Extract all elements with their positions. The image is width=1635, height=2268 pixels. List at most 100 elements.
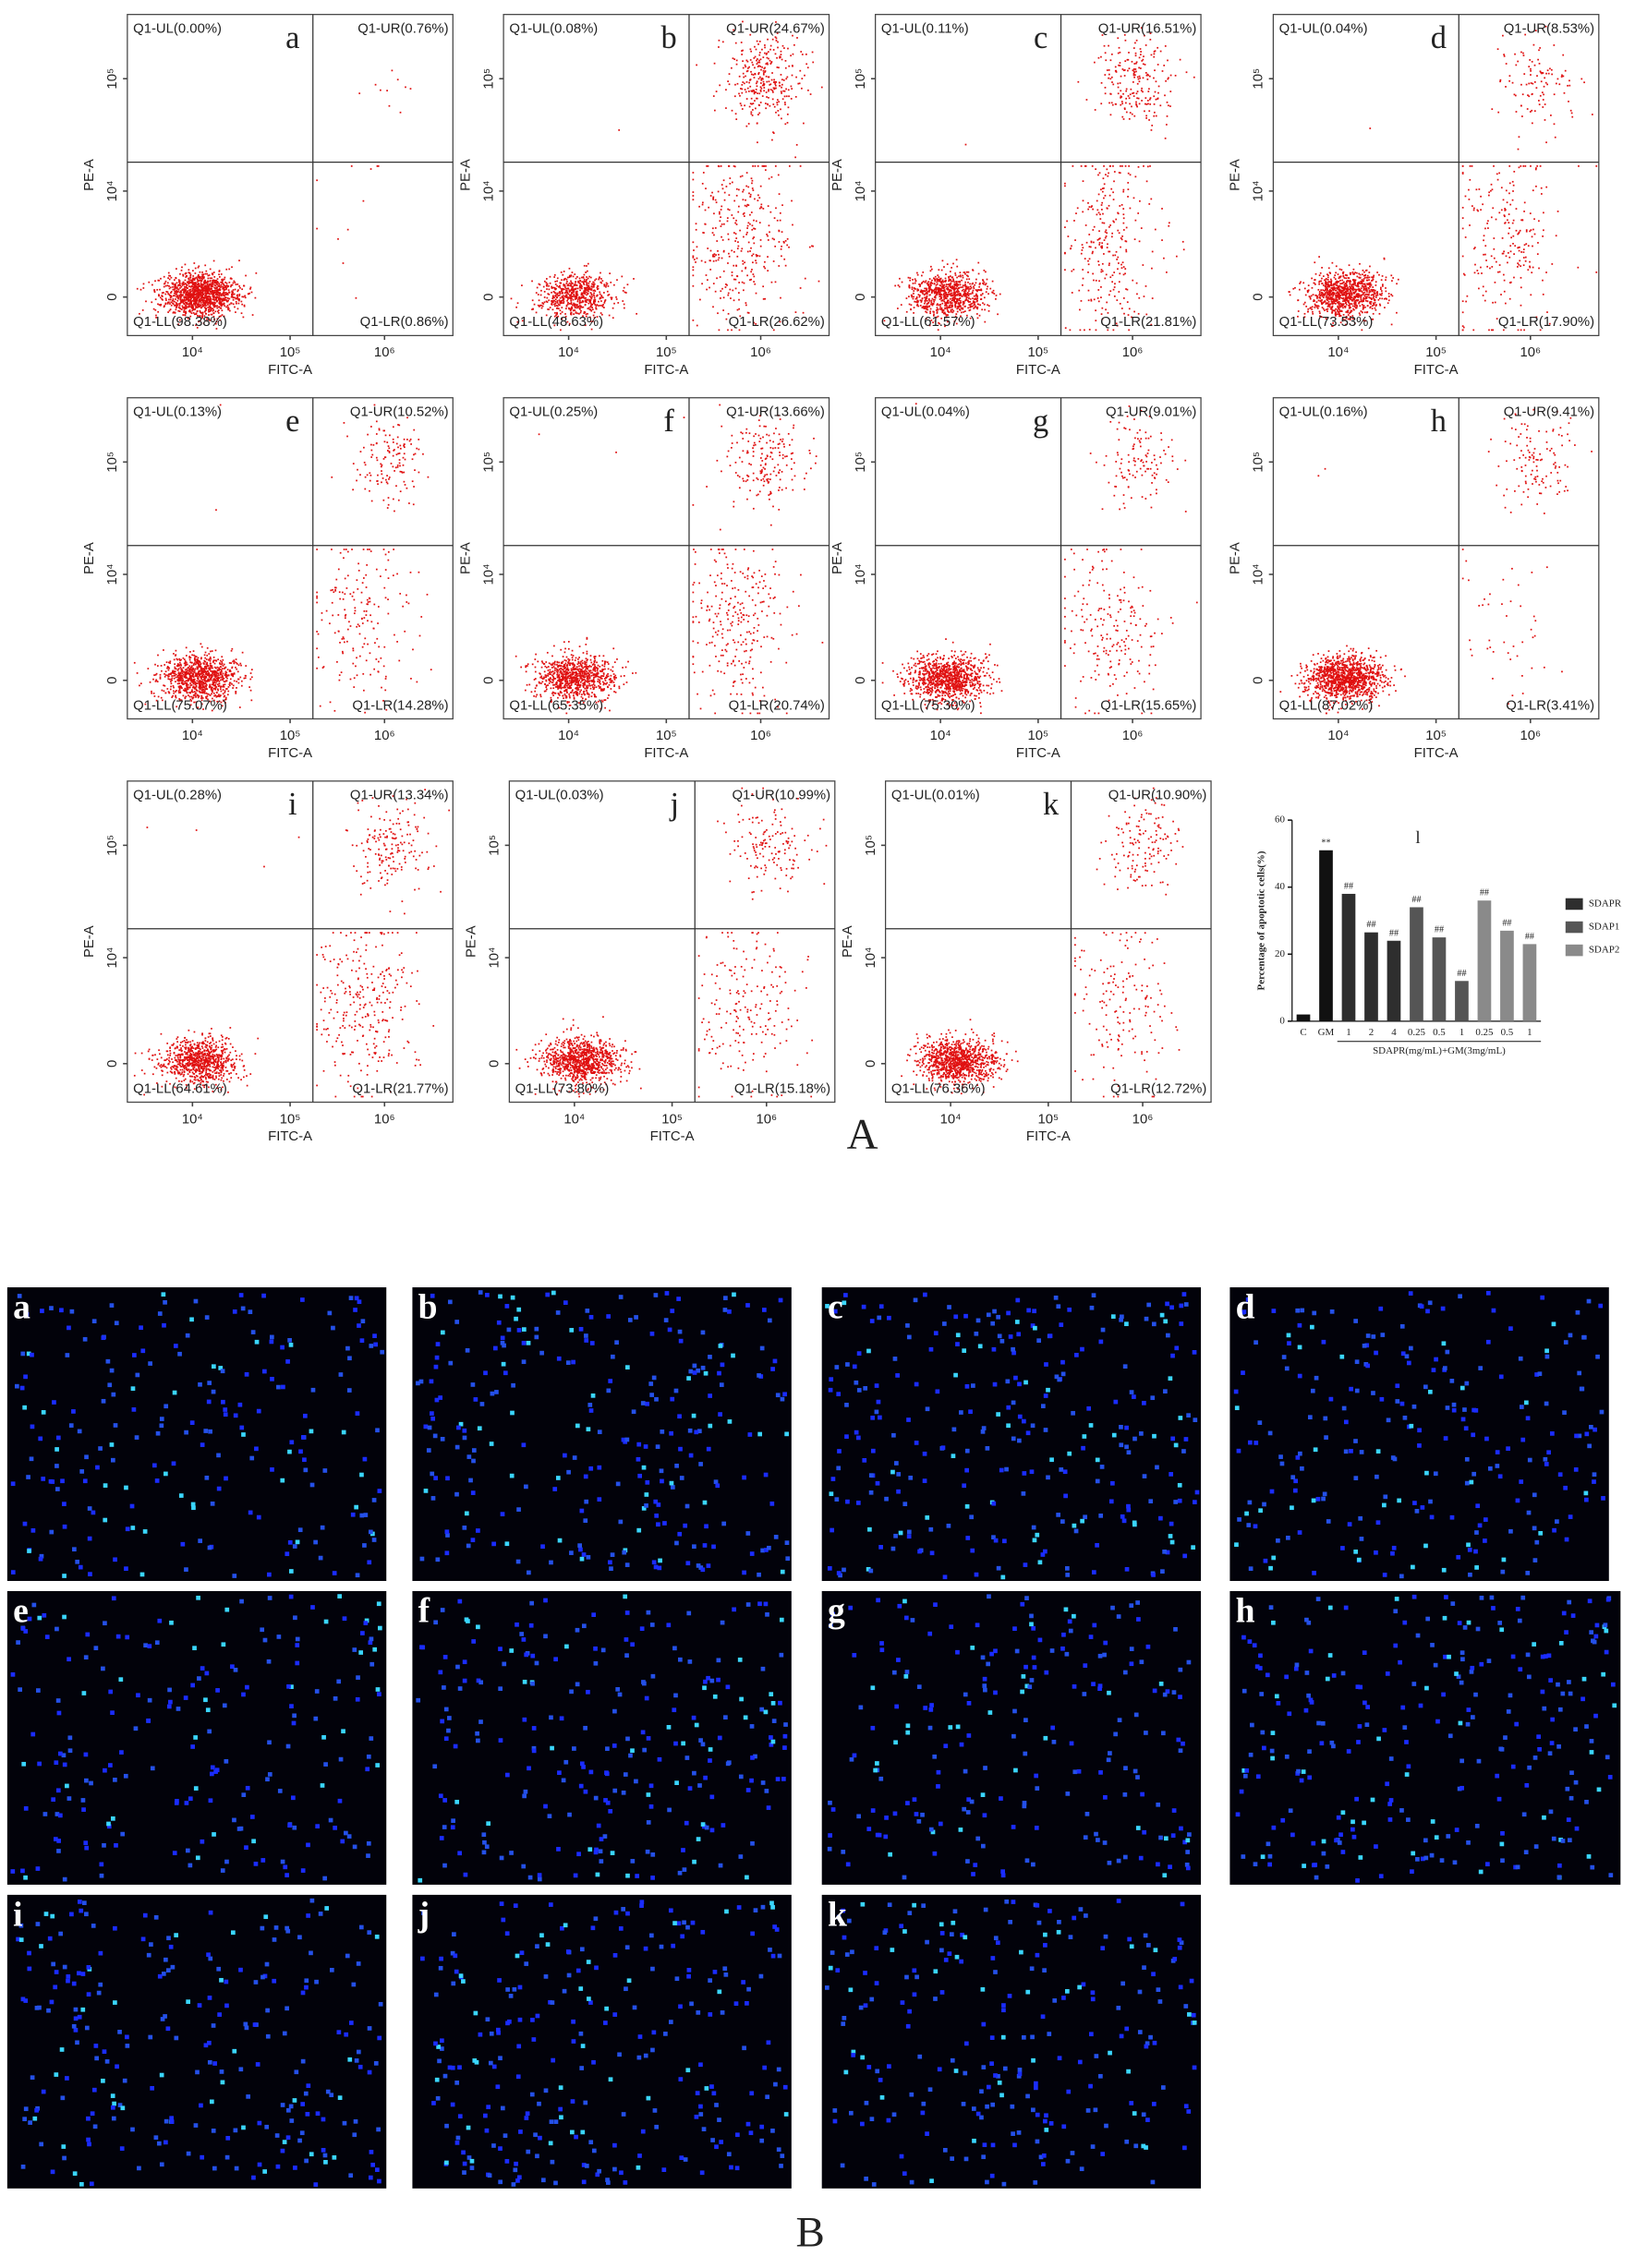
event-dot: [705, 187, 707, 190]
event-dot: [786, 237, 789, 240]
event-dot: [976, 308, 979, 310]
event-dot: [593, 317, 596, 319]
event-dot: [232, 296, 235, 299]
event-dot: [773, 78, 775, 81]
event-dot: [1375, 305, 1377, 308]
event-dot: [722, 309, 724, 311]
event-dot: [1124, 240, 1127, 242]
event-dot: [1120, 75, 1122, 78]
event-dot: [567, 284, 569, 286]
event-dot: [565, 278, 568, 281]
event-dot: [186, 306, 188, 308]
event-dot: [237, 302, 240, 305]
event-dot: [936, 279, 939, 282]
event-dot: [775, 21, 777, 23]
event-dot: [741, 247, 744, 250]
event-dot: [1175, 255, 1178, 258]
event-dot: [1539, 70, 1542, 73]
event-dot: [780, 74, 782, 76]
event-dot: [1105, 273, 1108, 276]
event-dot: [1352, 280, 1355, 282]
event-dot: [200, 275, 203, 278]
event-dot: [180, 301, 183, 304]
event-dot: [516, 302, 519, 305]
event-dot: [204, 296, 206, 298]
event-dot: [581, 287, 583, 290]
event-dot: [1362, 280, 1365, 282]
event-dot: [962, 284, 964, 286]
event-dot: [1326, 285, 1329, 288]
event-dot: [176, 306, 178, 308]
event-dot: [207, 292, 210, 295]
event-dot: [199, 320, 201, 322]
event-dot: [563, 271, 565, 272]
event-dot: [187, 294, 189, 296]
event-dot: [1365, 311, 1368, 314]
event-dot: [170, 301, 173, 304]
event-dot: [186, 291, 188, 294]
event-dot: [1108, 165, 1111, 167]
event-dot: [785, 88, 787, 90]
event-dot: [947, 291, 950, 294]
event-dot: [551, 297, 554, 300]
event-dot: [254, 296, 257, 299]
event-dot: [208, 284, 210, 287]
event-dot: [757, 65, 760, 67]
event-dot: [1315, 301, 1318, 303]
panel-label: B: [796, 2208, 825, 2256]
event-dot: [543, 280, 546, 283]
event-dot: [1347, 286, 1349, 289]
event-dot: [216, 284, 219, 286]
event-dot: [764, 297, 767, 300]
event-dot: [1365, 293, 1368, 296]
event-dot: [209, 300, 211, 303]
event-dot: [1122, 118, 1125, 120]
event-dot: [195, 285, 198, 288]
event-dot: [197, 283, 200, 284]
event-dot: [736, 247, 739, 250]
event-dot: [568, 282, 571, 284]
event-dot: [940, 308, 943, 311]
event-dot: [245, 274, 247, 277]
event-dot: [1104, 236, 1107, 239]
event-dot: [204, 303, 207, 306]
event-dot: [589, 306, 592, 308]
event-dot: [1138, 80, 1141, 83]
event-dot: [964, 289, 967, 292]
event-dot: [219, 295, 221, 297]
event-dot: [531, 308, 533, 310]
event-dot: [182, 274, 185, 277]
event-dot: [213, 282, 216, 284]
event-dot: [203, 280, 206, 283]
event-dot: [215, 293, 218, 295]
event-dot: [208, 319, 211, 320]
event-dot: [1366, 276, 1369, 279]
event-dot: [197, 297, 199, 299]
event-dot: [168, 298, 170, 301]
event-dot: [1153, 77, 1155, 79]
event-dot: [615, 298, 618, 300]
event-dot: [942, 281, 945, 284]
event-dot: [207, 302, 209, 305]
event-dot: [563, 284, 566, 286]
event-dot: [199, 305, 200, 308]
event-dot: [217, 312, 220, 314]
event-dot: [1112, 329, 1115, 332]
event-dot: [976, 296, 979, 298]
event-dot: [969, 308, 972, 311]
event-dot: [560, 282, 563, 284]
event-dot: [221, 300, 224, 302]
event-dot: [193, 284, 195, 285]
event-dot: [1385, 290, 1387, 293]
event-dot: [185, 274, 188, 277]
event-dot: [748, 81, 751, 84]
event-dot: [1144, 34, 1145, 37]
event-dot: [954, 274, 957, 276]
event-dot: [590, 294, 593, 296]
event-dot: [764, 169, 767, 171]
event-dot: [1087, 271, 1089, 273]
event-dot: [579, 306, 582, 308]
event-dot: [772, 131, 774, 134]
event-dot: [594, 279, 596, 282]
event-dot: [712, 259, 715, 262]
